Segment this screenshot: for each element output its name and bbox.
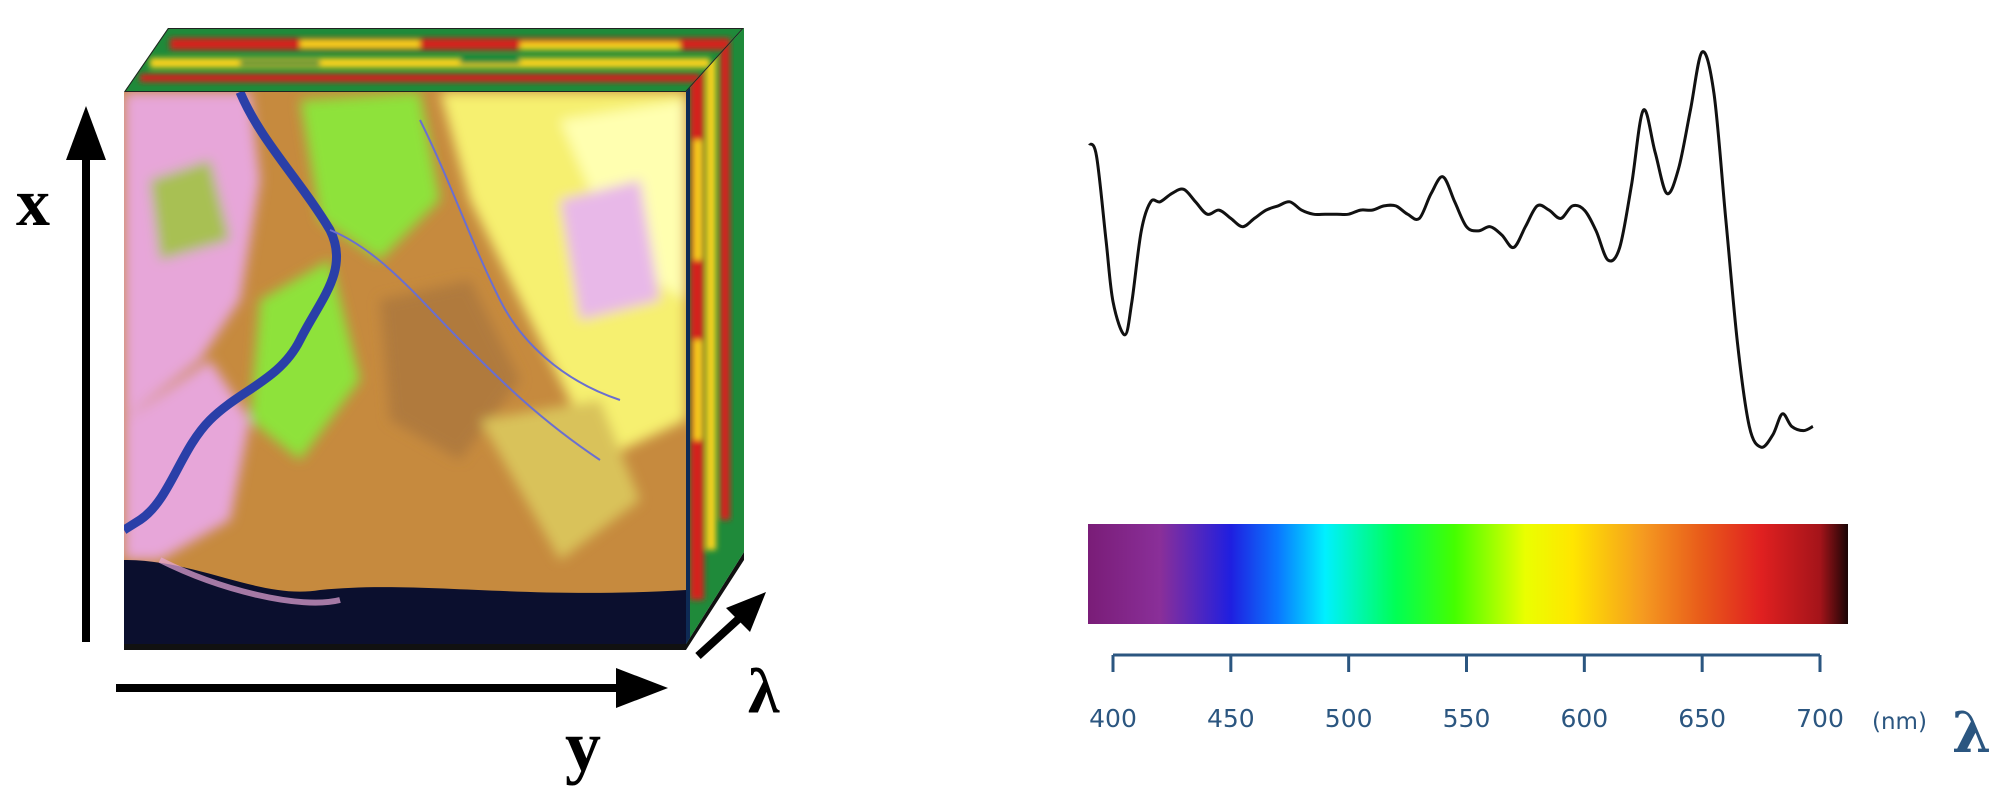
hyperspectral-cube: x y λ: [16, 28, 780, 786]
wavelength-tick-label: 450: [1207, 704, 1255, 733]
wavelength-axis-symbol: λ: [1952, 700, 1990, 766]
axis-y-arrow: [116, 668, 668, 708]
cube-side-face: [686, 28, 744, 644]
cube-top-face: [124, 28, 744, 92]
axis-lambda-label: λ: [748, 655, 780, 726]
wavelength-tick-label: 550: [1443, 704, 1491, 733]
wavelength-tick-label: 500: [1325, 704, 1373, 733]
wavelength-axis: 400 450 500 550 600 650 700: [1089, 653, 1844, 733]
cube-front-face: [124, 92, 686, 644]
wavelength-tick-label: 650: [1678, 704, 1726, 733]
axis-lambda-arrow: [695, 592, 766, 659]
axis-y-label: y: [565, 706, 601, 786]
spectrum-panel: 400 450 500 550 600 650 700 (nm) λ: [1088, 50, 1990, 766]
spectral-signature-curve: [1088, 50, 1814, 449]
river-channel: [124, 92, 342, 534]
axis-x-label: x: [16, 164, 50, 240]
wavelength-tick-label: 400: [1089, 704, 1137, 733]
wavelength-tick-label: 700: [1796, 704, 1844, 733]
wavelength-unit-label: (nm): [1872, 709, 1927, 735]
wavelength-tick-label: 600: [1560, 704, 1608, 733]
visible-spectrum-colorbar: [1088, 524, 1848, 624]
axis-x-arrow: [66, 106, 106, 642]
